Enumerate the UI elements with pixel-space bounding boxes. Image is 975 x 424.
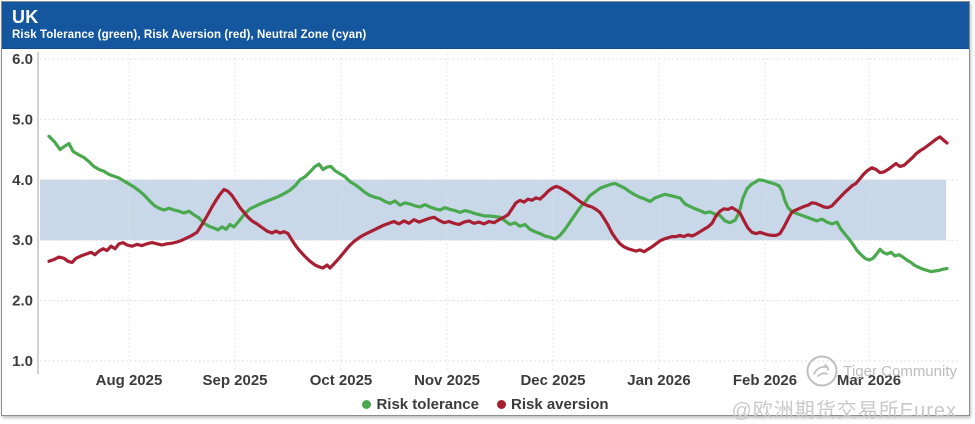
y-tick-label: 5.0 [12, 111, 33, 128]
x-tick-label: Oct 2025 [310, 372, 373, 389]
chart-subtitle: Risk Tolerance (green), Risk Aversion (r… [12, 29, 367, 41]
risk-tolerance-line [47, 134, 949, 274]
legend-item-risk-aversion: Risk aversion [496, 396, 609, 413]
legend-label-risk-aversion: Risk aversion [510, 396, 609, 413]
x-tick-label: Mar 2026 [837, 372, 901, 389]
x-tick-label: Aug 2025 [96, 372, 163, 389]
y-tick-label: 2.0 [12, 293, 33, 310]
x-tick-label: Jan 2026 [627, 372, 690, 389]
chart-legend: Risk tolerance Risk aversion [2, 396, 969, 413]
x-tick-label: Sep 2025 [202, 372, 267, 389]
risk-aversion-line [47, 135, 949, 270]
x-tick-label: Dec 2025 [520, 372, 585, 389]
x-tick-label: Nov 2025 [414, 372, 480, 389]
chart-header: UK Risk Tolerance (green), Risk Aversion… [2, 2, 969, 49]
legend-label-risk-tolerance: Risk tolerance [376, 396, 479, 413]
y-tick-label: 6.0 [12, 51, 33, 68]
risk-aversion-dot-icon [496, 400, 506, 409]
risk-tolerance-dot-icon [362, 400, 372, 409]
page-title: UK [12, 7, 39, 27]
chart-svg: 6.0 5.0 4.0 3.0 2.0 1.0 Aug 2025 Sep 2025 Oct 20… [12, 51, 959, 389]
x-tick-label: Feb 2026 [733, 372, 797, 389]
legend-item-risk-tolerance: Risk tolerance [362, 396, 479, 413]
y-tick-label: 3.0 [12, 232, 33, 249]
y-tick-label: 1.0 [12, 353, 33, 370]
y-tick-label: 4.0 [12, 172, 33, 189]
